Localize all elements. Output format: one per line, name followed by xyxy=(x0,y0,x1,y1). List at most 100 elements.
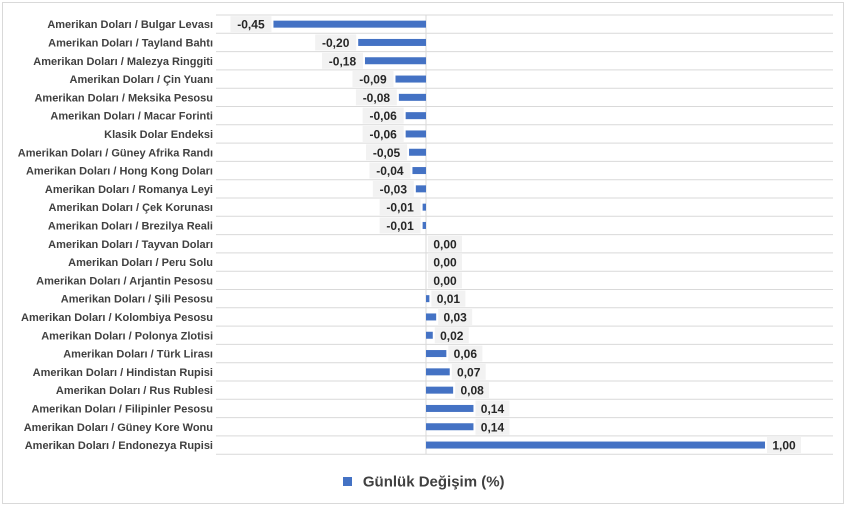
value-label-text: -0,09 xyxy=(359,73,387,87)
bar xyxy=(415,185,426,193)
category-label: Amerikan Doları / Meksika Pesosu xyxy=(34,92,213,104)
category-label: Amerikan Doları / Rus Rublesi xyxy=(56,385,213,397)
category-label: Amerikan Doları / Çin Yuanı xyxy=(70,74,213,86)
bar xyxy=(426,295,430,303)
value-label-text: 1,00 xyxy=(772,439,796,453)
bar xyxy=(405,112,426,120)
value-label: -0,01 xyxy=(379,199,421,216)
value-label-box xyxy=(379,217,421,234)
value-label-text: 0,06 xyxy=(454,347,478,361)
value-label-box xyxy=(431,290,466,307)
value-label-box xyxy=(434,327,469,344)
bar xyxy=(273,20,426,28)
gridlines xyxy=(216,14,833,455)
legend: Günlük Değişim (%) xyxy=(3,473,845,491)
category-labels: Amerikan Doları / Bulgar Levası Amerikan … xyxy=(18,19,213,452)
category-label: Amerikan Doları / Brezilya Reali xyxy=(48,220,213,232)
value-label-text: 0,08 xyxy=(460,384,484,398)
value-label-text: -0,01 xyxy=(386,201,414,215)
value-label-text: 0,14 xyxy=(481,420,505,434)
value-label-box xyxy=(451,363,486,380)
value-label-box xyxy=(352,71,394,88)
value-label-text: 0,07 xyxy=(457,365,481,379)
category-label: Amerikan Doları / Arjantin Pesosu xyxy=(36,275,213,287)
category-label: Amerikan Doları / Tayland Bahtı xyxy=(48,37,213,49)
bar-chart: Amerikan Doları / Bulgar Levası Amerikan … xyxy=(18,14,833,455)
value-label-text: 0,03 xyxy=(443,310,467,324)
value-label-text: 0,00 xyxy=(433,274,457,288)
value-label: 1,00 xyxy=(767,437,801,454)
value-label: -0,03 xyxy=(372,180,414,197)
value-label: 0,07 xyxy=(451,363,486,380)
value-label: 0,00 xyxy=(428,254,462,271)
value-label: 0,08 xyxy=(455,382,490,399)
value-label-box xyxy=(767,437,801,454)
value-label: -0,45 xyxy=(230,16,272,33)
category-label: Amerikan Doları / Şili Pesosu xyxy=(61,294,213,306)
value-label-box xyxy=(355,89,397,106)
category-label: Amerikan Doları / Peru Solu xyxy=(68,257,213,269)
value-label-text: 0,00 xyxy=(433,256,457,270)
value-label: 0,14 xyxy=(475,418,510,435)
bar xyxy=(364,57,426,65)
value-label: 0,03 xyxy=(438,308,473,325)
value-label-text: -0,45 xyxy=(237,18,265,32)
value-label: 0,06 xyxy=(448,345,483,362)
value-label-box xyxy=(428,272,462,289)
category-label: Amerikan Doları / Malezya Ringgiti xyxy=(33,56,213,68)
bar xyxy=(395,75,426,83)
category-label: Amerikan Doları / Bulgar Levası xyxy=(47,19,213,31)
value-label-text: -0,03 xyxy=(380,182,408,196)
value-label-box xyxy=(362,107,404,124)
value-label-box xyxy=(369,162,411,179)
value-label-box xyxy=(448,345,483,362)
bar xyxy=(422,203,426,211)
bar xyxy=(426,404,474,412)
bar xyxy=(426,313,437,321)
value-label-box xyxy=(315,34,357,51)
value-label: -0,06 xyxy=(362,125,404,142)
value-label-box xyxy=(455,382,490,399)
value-label-text: -0,06 xyxy=(369,127,397,141)
value-label: -0,09 xyxy=(352,71,394,88)
value-label-box xyxy=(428,254,462,271)
legend-label: Günlük Değişim (%) xyxy=(362,473,505,491)
value-label: -0,20 xyxy=(315,34,357,51)
category-label: Amerikan Doları / Macar Forinti xyxy=(50,111,213,123)
bar xyxy=(409,148,426,156)
bar xyxy=(426,386,454,394)
bar xyxy=(412,167,426,175)
bar xyxy=(426,423,474,431)
value-label-text: 0,00 xyxy=(433,237,457,251)
value-label: 0,01 xyxy=(431,290,466,307)
bar xyxy=(426,368,450,376)
value-label-box xyxy=(379,199,421,216)
value-label: -0,04 xyxy=(369,162,411,179)
value-label: -0,05 xyxy=(366,144,408,161)
value-label-box xyxy=(321,52,363,69)
category-label: Amerikan Doları / Polonya Zlotisi xyxy=(41,330,213,342)
value-label: -0,06 xyxy=(362,107,404,124)
value-label-text: -0,05 xyxy=(373,146,401,160)
category-label: Amerikan Doları / Endonezya Rupisi xyxy=(25,440,213,452)
value-label: 0,00 xyxy=(428,235,462,252)
category-label: Amerikan Doları / Romanya Leyi xyxy=(45,184,213,196)
value-labels: -0,45 -0,20 -0,18-0,09 -0,08 -0,06 -0,06 -0,05… xyxy=(230,16,801,454)
bar xyxy=(405,130,426,138)
value-label-box xyxy=(366,144,408,161)
value-label-box xyxy=(438,308,473,325)
category-label: Amerikan Doları / Güney Afrika Randı xyxy=(18,147,213,159)
bar xyxy=(426,331,433,339)
bar xyxy=(426,350,447,358)
category-label: Amerikan Doları / Hong Kong Doları xyxy=(26,166,213,178)
value-label: -0,08 xyxy=(355,89,397,106)
value-label-text: -0,06 xyxy=(369,109,397,123)
value-label-box xyxy=(230,16,272,33)
category-label: Amerikan Doları / Filipinler Pesosu xyxy=(31,403,213,415)
category-label: Amerikan Doları / Kolombiya Pesosu xyxy=(21,312,213,324)
value-label-text: -0,18 xyxy=(329,54,357,68)
value-label: 0,14 xyxy=(475,400,510,417)
category-label: Amerikan Doları / Tayvan Doları xyxy=(48,239,213,251)
value-label-box xyxy=(428,235,462,252)
